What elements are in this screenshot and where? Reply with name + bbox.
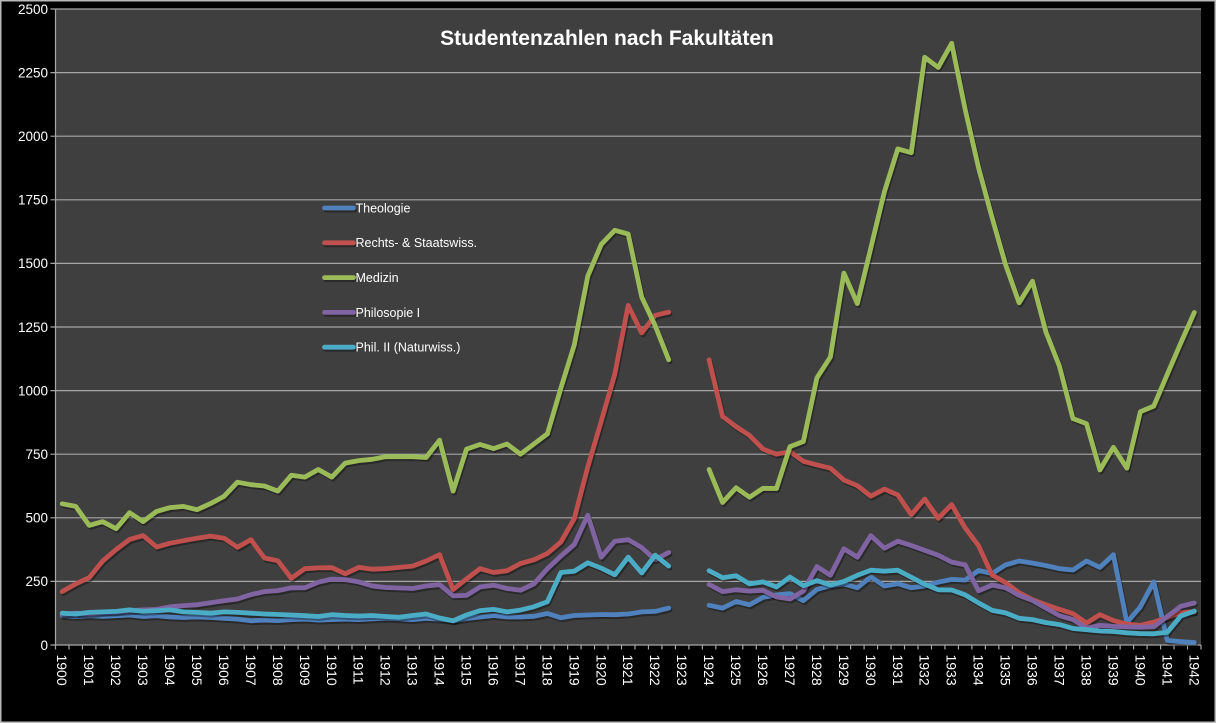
svg-text:1913: 1913 bbox=[405, 655, 421, 686]
svg-text:1931: 1931 bbox=[890, 655, 906, 686]
svg-text:750: 750 bbox=[25, 447, 48, 462]
svg-text:1923: 1923 bbox=[674, 655, 690, 686]
svg-text:1907: 1907 bbox=[243, 655, 259, 686]
svg-text:2500: 2500 bbox=[18, 2, 48, 17]
svg-text:1904: 1904 bbox=[162, 655, 178, 686]
svg-text:1928: 1928 bbox=[809, 655, 825, 686]
svg-text:Studentenzahlen nach Fakultäte: Studentenzahlen nach Fakultäten bbox=[440, 27, 774, 50]
svg-text:1905: 1905 bbox=[189, 655, 205, 686]
svg-text:1941: 1941 bbox=[1159, 655, 1175, 686]
svg-text:1919: 1919 bbox=[566, 655, 582, 686]
svg-text:1500: 1500 bbox=[18, 256, 48, 271]
svg-text:Philosopie I: Philosopie I bbox=[356, 306, 421, 320]
svg-text:1929: 1929 bbox=[836, 655, 852, 686]
svg-text:2250: 2250 bbox=[18, 65, 48, 80]
svg-text:1924: 1924 bbox=[701, 655, 717, 686]
svg-text:1901: 1901 bbox=[81, 655, 97, 686]
svg-text:2000: 2000 bbox=[18, 129, 48, 144]
svg-text:1940: 1940 bbox=[1132, 655, 1148, 686]
svg-text:Medizin: Medizin bbox=[356, 271, 399, 285]
svg-text:1935: 1935 bbox=[998, 655, 1014, 686]
svg-text:1925: 1925 bbox=[728, 655, 744, 686]
svg-text:0: 0 bbox=[40, 638, 48, 653]
svg-text:1000: 1000 bbox=[18, 383, 48, 398]
svg-text:1926: 1926 bbox=[755, 655, 771, 686]
svg-text:1932: 1932 bbox=[917, 655, 933, 686]
svg-text:1910: 1910 bbox=[324, 655, 340, 686]
svg-text:1902: 1902 bbox=[108, 655, 124, 686]
svg-text:1914: 1914 bbox=[432, 655, 448, 686]
svg-text:1939: 1939 bbox=[1105, 655, 1121, 686]
svg-text:1921: 1921 bbox=[620, 655, 636, 686]
svg-text:1909: 1909 bbox=[297, 655, 313, 686]
svg-text:1922: 1922 bbox=[647, 655, 663, 686]
svg-text:1750: 1750 bbox=[18, 193, 48, 208]
svg-text:1938: 1938 bbox=[1079, 655, 1095, 686]
svg-text:1934: 1934 bbox=[971, 655, 987, 686]
svg-text:1908: 1908 bbox=[270, 655, 286, 686]
svg-text:1936: 1936 bbox=[1025, 655, 1041, 686]
svg-text:1937: 1937 bbox=[1052, 655, 1068, 686]
svg-text:1917: 1917 bbox=[512, 655, 528, 686]
svg-text:Rechts- & Staatswiss.: Rechts- & Staatswiss. bbox=[356, 236, 478, 250]
svg-text:1933: 1933 bbox=[944, 655, 960, 686]
svg-text:250: 250 bbox=[25, 574, 48, 589]
svg-text:1927: 1927 bbox=[782, 655, 798, 686]
svg-text:1911: 1911 bbox=[351, 655, 367, 685]
svg-text:1916: 1916 bbox=[486, 655, 502, 686]
svg-text:1920: 1920 bbox=[593, 655, 609, 686]
svg-text:1906: 1906 bbox=[216, 655, 232, 686]
svg-text:1915: 1915 bbox=[459, 655, 475, 686]
svg-text:1930: 1930 bbox=[863, 655, 879, 686]
svg-text:1900: 1900 bbox=[54, 655, 70, 686]
svg-text:1912: 1912 bbox=[378, 655, 394, 686]
svg-text:1918: 1918 bbox=[539, 655, 555, 686]
svg-text:500: 500 bbox=[25, 511, 48, 526]
svg-text:Theologie: Theologie bbox=[356, 201, 411, 215]
svg-text:1903: 1903 bbox=[135, 655, 151, 686]
svg-text:Phil. II (Naturwiss.): Phil. II (Naturwiss.) bbox=[356, 341, 461, 355]
svg-text:1250: 1250 bbox=[18, 320, 48, 335]
svg-text:1942: 1942 bbox=[1186, 655, 1202, 686]
